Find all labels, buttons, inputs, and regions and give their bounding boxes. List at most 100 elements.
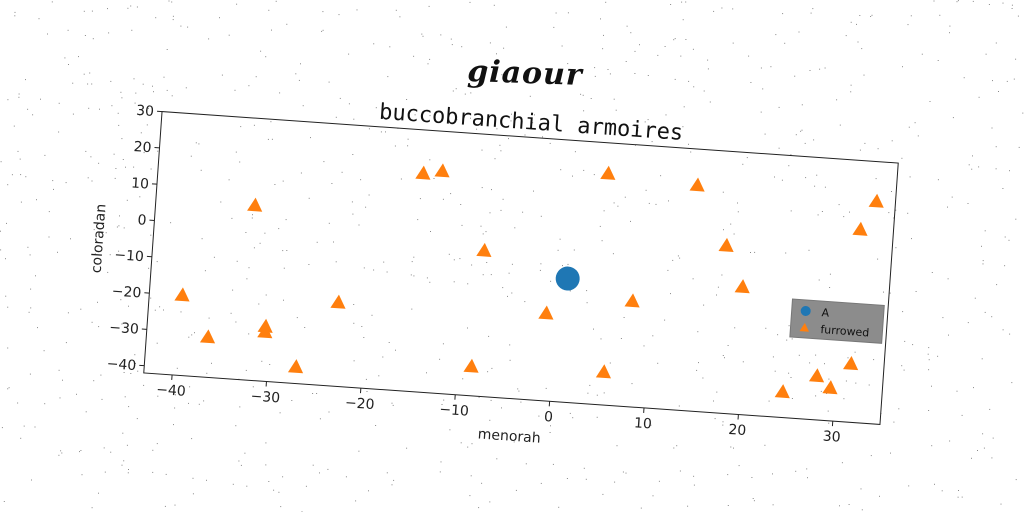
speckle-dot: [118, 124, 120, 126]
speckle-dot: [121, 464, 123, 466]
speckle-dot: [286, 250, 288, 251]
speckle-dot: [108, 32, 110, 34]
speckle-dot: [386, 271, 388, 273]
data-point-furrowed: [774, 384, 790, 399]
speckle-dot: [113, 153, 115, 155]
speckle-dot: [1011, 8, 1013, 9]
speckle-dot: [368, 194, 370, 196]
speckle-dot: [788, 372, 790, 374]
speckle-dot: [513, 441, 515, 443]
speckle-dot: [967, 322, 969, 324]
speckle-dot: [809, 362, 811, 364]
speckle-dot: [502, 198, 504, 200]
speckle-dot: [17, 150, 19, 152]
speckle-dot: [348, 103, 350, 105]
speckle-dot: [829, 287, 831, 288]
speckle-dot: [632, 124, 634, 126]
speckle-dot: [863, 74, 865, 76]
speckle-dot: [664, 46, 666, 47]
speckle-dot: [219, 17, 220, 19]
speckle-dot: [152, 471, 154, 473]
speckle-dot: [502, 287, 504, 289]
speckle-dot: [491, 189, 492, 191]
speckle-dot: [612, 253, 614, 255]
speckle-dot: [239, 406, 241, 408]
speckle-dot: [485, 231, 487, 233]
speckle-dot: [137, 370, 139, 372]
y-tick-label: 10: [131, 175, 150, 192]
speckle-dot: [904, 340, 906, 342]
speckle-dot: [191, 334, 193, 336]
data-point-furrowed: [734, 279, 750, 294]
speckle-dot: [505, 26, 507, 28]
speckle-dot: [898, 408, 900, 410]
speckle-dot: [283, 299, 284, 301]
speckle-dot: [211, 362, 212, 364]
speckle-dot: [510, 120, 512, 122]
speckle-dot: [312, 464, 314, 466]
speckle-dot: [14, 15, 16, 17]
speckle-dot: [839, 124, 841, 126]
speckle-dot: [703, 304, 705, 306]
speckle-dot: [0, 249, 2, 251]
speckle-dot: [552, 463, 554, 465]
speckle-dot: [236, 3, 238, 5]
speckle-dot: [406, 99, 408, 100]
speckle-dot: [957, 496, 959, 498]
speckle-dot: [722, 421, 724, 423]
speckle-dot: [737, 211, 739, 213]
speckle-dot: [448, 253, 450, 255]
speckle-dot: [692, 278, 694, 280]
speckle-dot: [790, 377, 792, 378]
speckle-dot: [143, 152, 145, 154]
speckle-dot: [730, 446, 732, 448]
speckle-dot: [410, 274, 412, 276]
speckle-dot: [647, 119, 649, 121]
speckle-dot: [928, 359, 930, 361]
speckle-dot: [368, 128, 370, 130]
speckle-dot: [978, 166, 980, 168]
speckle-dot: [567, 63, 569, 65]
speckle-dot: [493, 4, 495, 6]
speckle-dot: [707, 68, 709, 70]
speckle-dot: [785, 252, 787, 254]
speckle-dot: [988, 4, 990, 5]
speckle-dot: [352, 213, 354, 215]
speckle-dot: [888, 212, 890, 214]
speckle-dot: [471, 443, 473, 445]
speckle-dot: [596, 394, 598, 396]
speckle-dot: [126, 444, 128, 446]
speckle-dot: [809, 70, 811, 71]
speckle-dot: [228, 34, 230, 36]
legend-box: [789, 298, 885, 344]
speckle-dot: [252, 214, 253, 216]
speckle-dot: [156, 342, 158, 344]
speckle-dot: [31, 479, 32, 481]
speckle-dot: [861, 48, 863, 50]
speckle-dot: [781, 179, 783, 181]
speckle-dot: [664, 319, 666, 321]
speckle-dot: [587, 392, 589, 394]
speckle-dot: [136, 418, 138, 420]
speckle-dot: [316, 393, 318, 394]
y-tick-label: −40: [106, 356, 137, 374]
speckle-dot: [248, 267, 250, 269]
speckle-dot: [981, 245, 982, 247]
speckle-dot: [28, 311, 30, 313]
speckle-dot: [603, 392, 605, 394]
speckle-dot: [824, 67, 826, 69]
speckle-dot: [280, 506, 282, 508]
speckle-dot: [487, 371, 489, 373]
speckle-dot: [762, 88, 764, 90]
speckle-dot: [339, 97, 341, 99]
speckle-dot: [164, 505, 166, 507]
speckle-dot: [353, 360, 355, 362]
speckle-dot: [240, 126, 242, 128]
speckle-dot: [452, 90, 454, 92]
speckle-dot: [155, 17, 157, 19]
speckle-dot: [152, 85, 153, 87]
speckle-dot: [65, 342, 67, 344]
speckle-dot: [868, 384, 870, 386]
speckle-dot: [693, 475, 695, 477]
speckle-dot: [931, 385, 932, 387]
